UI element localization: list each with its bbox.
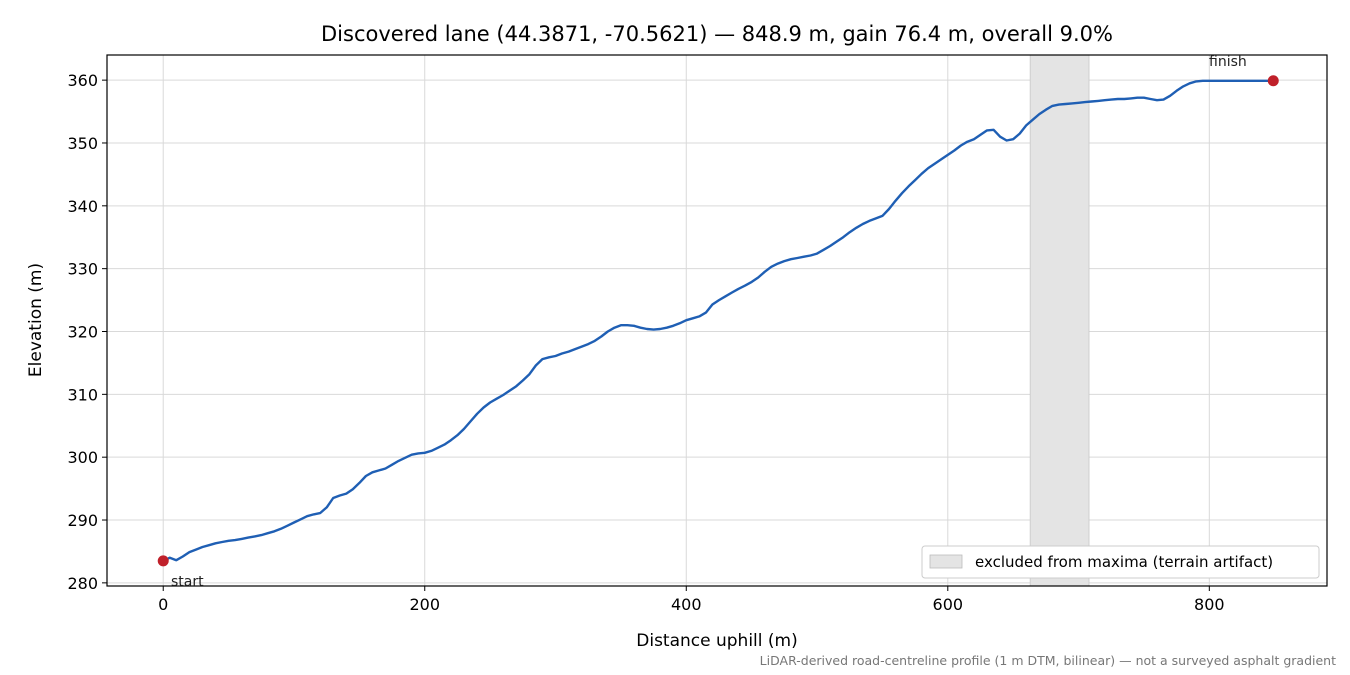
y-axis-label: Elevation (m) (26, 263, 46, 377)
y-tick-label: 310 (67, 385, 98, 404)
excluded-band (1029, 54, 1090, 587)
y-tick-label: 280 (67, 574, 98, 593)
x-tick-label: 600 (933, 595, 964, 614)
x-axis-label: Distance uphill (m) (636, 631, 797, 651)
y-tick-label: 330 (67, 260, 98, 279)
legend-swatch-excluded (929, 554, 963, 569)
endpoint-markers (157, 75, 1279, 567)
start-marker (157, 555, 169, 567)
elevation-series-line (161, 79, 1275, 563)
finish-label: finish (1209, 54, 1247, 70)
legend: excluded from maxima (terrain artifact) (921, 545, 1320, 579)
x-tick-label: 800 (1194, 595, 1225, 614)
y-tick-label: 350 (67, 134, 98, 153)
x-tick-label: 0 (158, 595, 168, 614)
y-tick-label: 300 (67, 448, 98, 467)
start-label: start (171, 574, 204, 590)
y-tick-label: 360 (67, 71, 98, 90)
x-axis-ticks: 0 200 400 600 800 (158, 586, 1225, 614)
x-tick-label: 400 (671, 595, 702, 614)
legend-label-excluded: excluded from maxima (terrain artifact) (975, 553, 1273, 571)
chart-title: Discovered lane (44.3871, -70.5621) — 84… (321, 22, 1113, 46)
excluded-band-layer (1029, 54, 1090, 587)
y-tick-label: 320 (67, 322, 98, 341)
finish-marker (1267, 75, 1279, 87)
x-tick-label: 200 (409, 595, 440, 614)
footnote: LiDAR-derived road-centreline profile (1… (760, 653, 1336, 668)
grid-lines (107, 55, 1327, 586)
legend-box (921, 545, 1320, 579)
plot-frame (106, 54, 1328, 587)
y-tick-label: 340 (67, 197, 98, 216)
y-axis-ticks: 280 290 300 310 320 330 340 350 360 (67, 71, 107, 593)
series-layer (161, 79, 1275, 563)
y-tick-label: 290 (67, 511, 98, 530)
